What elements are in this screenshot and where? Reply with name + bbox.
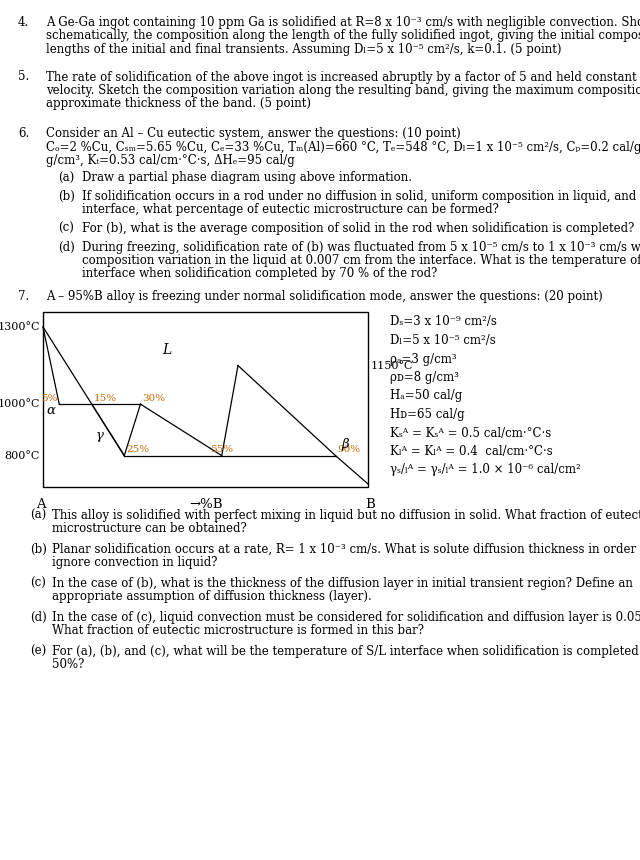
- Text: microstructure can be obtained?: microstructure can be obtained?: [52, 522, 247, 535]
- Text: 7.: 7.: [18, 290, 29, 303]
- Text: Kₛᴬ = Kₛᴬ = 0.5 cal/cm·°C·s: Kₛᴬ = Kₛᴬ = 0.5 cal/cm·°C·s: [390, 427, 551, 439]
- Text: During freezing, solidification rate of (b) was fluctuated from 5 x 10⁻⁵ cm/s to: During freezing, solidification rate of …: [82, 241, 640, 254]
- Text: α: α: [47, 404, 56, 417]
- Text: (b): (b): [30, 543, 47, 556]
- Text: In the case of (c), liquid convection must be considered for solidification and : In the case of (c), liquid convection mu…: [52, 611, 640, 624]
- Text: 50%?: 50%?: [52, 658, 84, 671]
- Text: L: L: [162, 343, 171, 357]
- Text: →%B: →%B: [189, 499, 222, 512]
- Text: β: β: [341, 438, 349, 451]
- Text: 25%: 25%: [126, 445, 149, 454]
- Text: For (a), (b), and (c), what will be the temperature of S/L interface when solidi: For (a), (b), and (c), what will be the …: [52, 644, 640, 658]
- Text: 800°C: 800°C: [4, 451, 40, 461]
- Text: This alloy is solidified with perfect mixing in liquid but no diffusion in solid: This alloy is solidified with perfect mi…: [52, 508, 640, 521]
- Text: (a): (a): [30, 508, 46, 521]
- Text: composition variation in the liquid at 0.007 cm from the interface. What is the : composition variation in the liquid at 0…: [82, 254, 640, 267]
- Text: A: A: [36, 499, 46, 512]
- Text: approximate thickness of the band. (5 point): approximate thickness of the band. (5 po…: [46, 97, 311, 110]
- Text: 15%: 15%: [93, 394, 117, 402]
- Text: γₛ/ₗᴬ = γₛ/ₗᴬ = 1.0 × 10⁻⁶ cal/cm²: γₛ/ₗᴬ = γₛ/ₗᴬ = 1.0 × 10⁻⁶ cal/cm²: [390, 464, 580, 476]
- Text: Hᴅ=65 cal/g: Hᴅ=65 cal/g: [390, 408, 465, 421]
- Text: 4.: 4.: [18, 16, 29, 29]
- Text: Kₗᴬ = Kₗᴬ = 0.4  cal/cm·°C·s: Kₗᴬ = Kₗᴬ = 0.4 cal/cm·°C·s: [390, 445, 553, 458]
- Text: The rate of solidification of the above ingot is increased abruptly by a factor : The rate of solidification of the above …: [46, 71, 640, 83]
- Text: schematically, the composition along the length of the fully solidified ingot, g: schematically, the composition along the…: [46, 29, 640, 42]
- Text: 1300°C: 1300°C: [0, 322, 40, 332]
- Text: For (b), what is the average composition of solid in the rod when solidification: For (b), what is the average composition…: [82, 222, 634, 235]
- Text: (b): (b): [58, 190, 75, 203]
- Text: ρᴅ=8 g/cm³: ρᴅ=8 g/cm³: [390, 371, 459, 384]
- Text: Draw a partial phase diagram using above information.: Draw a partial phase diagram using above…: [82, 171, 412, 185]
- Text: Planar solidification occurs at a rate, R= 1 x 10⁻³ cm/s. What is solute diffusi: Planar solidification occurs at a rate, …: [52, 543, 640, 556]
- Text: What fraction of eutectic microstructure is formed in this bar?: What fraction of eutectic microstructure…: [52, 624, 424, 637]
- Text: 1000°C: 1000°C: [0, 399, 40, 409]
- Text: (c): (c): [30, 576, 46, 589]
- Text: B: B: [365, 499, 375, 512]
- Text: interface when solidification completed by 70 % of the rod?: interface when solidification completed …: [82, 267, 437, 280]
- Text: 55%: 55%: [210, 445, 234, 454]
- Bar: [43, 311, 368, 487]
- Text: g/cm³, Kₜ=0.53 cal/cm·°C·s, ΔHₑ=95 cal/g: g/cm³, Kₜ=0.53 cal/cm·°C·s, ΔHₑ=95 cal/g: [46, 154, 295, 167]
- Text: 5.: 5.: [18, 71, 29, 83]
- Text: 6.: 6.: [18, 127, 29, 140]
- Text: 30%: 30%: [143, 394, 166, 402]
- Text: Hₐ=50 cal/g: Hₐ=50 cal/g: [390, 390, 462, 402]
- Text: Dₛ=3 x 10⁻⁹ cm²/s: Dₛ=3 x 10⁻⁹ cm²/s: [390, 316, 497, 329]
- Text: (c): (c): [58, 222, 74, 235]
- Text: (e): (e): [30, 644, 46, 658]
- Text: γ: γ: [96, 428, 104, 441]
- Text: Cₒ=2 %Cu, Cₛₘ=5.65 %Cu, Cₑ=33 %Cu, Tₘ(Al)=660 °C, Tₑ=548 °C, Dₗ=1 x 10⁻⁵ cm²/s, : Cₒ=2 %Cu, Cₛₘ=5.65 %Cu, Cₑ=33 %Cu, Tₘ(Al…: [46, 140, 640, 153]
- Text: In the case of (b), what is the thickness of the diffusion layer in initial tran: In the case of (b), what is the thicknes…: [52, 576, 633, 589]
- Text: (d): (d): [30, 611, 47, 624]
- Text: lengths of the initial and final transients. Assuming Dₗ=5 x 10⁻⁵ cm²/s, k=0.1. : lengths of the initial and final transie…: [46, 43, 561, 56]
- Text: A – 95%B alloy is freezing under normal solidification mode, answer the question: A – 95%B alloy is freezing under normal …: [46, 290, 603, 303]
- Text: A Ge-Ga ingot containing 10 ppm Ga is solidified at R=8 x 10⁻³ cm/s with negligi: A Ge-Ga ingot containing 10 ppm Ga is so…: [46, 16, 640, 29]
- Text: (d): (d): [58, 241, 75, 254]
- Text: velocity. Sketch the composition variation along the resulting band, giving the : velocity. Sketch the composition variati…: [46, 84, 640, 97]
- Text: 5%: 5%: [41, 394, 57, 402]
- Text: appropriate assumption of diffusion thickness (layer).: appropriate assumption of diffusion thic…: [52, 590, 372, 603]
- Text: Consider an Al – Cu eutectic system, answer the questions: (10 point): Consider an Al – Cu eutectic system, ans…: [46, 127, 461, 140]
- Text: 1150°C: 1150°C: [371, 360, 413, 371]
- Text: 90%: 90%: [337, 445, 360, 454]
- Text: interface, what percentage of eutectic microstructure can be formed?: interface, what percentage of eutectic m…: [82, 204, 499, 217]
- Text: ρₐ=3 g/cm³: ρₐ=3 g/cm³: [390, 353, 456, 366]
- Text: If solidification occurs in a rod under no diffusion in solid, uniform compositi: If solidification occurs in a rod under …: [82, 190, 640, 203]
- Text: Dₗ=5 x 10⁻⁵ cm²/s: Dₗ=5 x 10⁻⁵ cm²/s: [390, 334, 496, 347]
- Text: ignore convection in liquid?: ignore convection in liquid?: [52, 556, 218, 569]
- Text: (a): (a): [58, 171, 74, 185]
